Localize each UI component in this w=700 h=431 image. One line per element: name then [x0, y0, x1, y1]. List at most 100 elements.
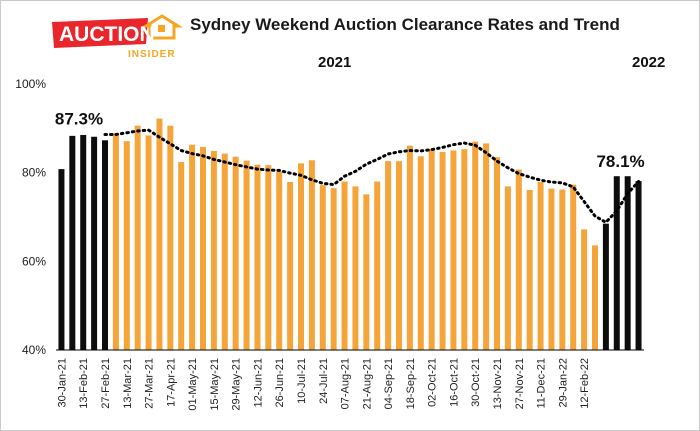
trend-line-group: [103, 128, 641, 225]
x-tick-label: 18-Sep-21: [405, 358, 417, 409]
x-tick-label: 13-Nov-21: [492, 358, 504, 409]
x-tick-label: 27-Mar-21: [144, 358, 156, 409]
bar: [330, 188, 337, 350]
logo-house-roof: [140, 14, 182, 40]
x-tick-label: 29-May-21: [231, 358, 243, 411]
bar: [548, 188, 555, 350]
x-tick-label: 12-Jun-21: [252, 358, 264, 408]
bar: [167, 125, 174, 350]
x-tick-label: 30-Jan-21: [56, 358, 68, 408]
y-tick-label: 80%: [22, 166, 46, 180]
x-tick-label: 07-Aug-21: [340, 358, 352, 409]
bar: [156, 118, 163, 350]
x-tick-label: 24-Jul-21: [318, 358, 330, 404]
bar: [570, 184, 577, 350]
chart-title: Sydney Weekend Auction Clearance Rates a…: [190, 15, 620, 34]
bar: [363, 194, 370, 350]
y-tick-label: 60%: [22, 254, 46, 268]
bar: [254, 164, 261, 350]
bar: [635, 181, 642, 350]
bar: [298, 163, 304, 350]
x-tick-label: 15-May-21: [209, 358, 221, 411]
bar: [287, 181, 294, 350]
year-label-2021: 2021: [318, 54, 352, 71]
bar: [613, 176, 620, 350]
bar: [134, 125, 141, 350]
bar: [319, 185, 326, 350]
bar: [461, 149, 468, 350]
bar: [178, 162, 185, 350]
y-tick-label: 40%: [22, 343, 46, 357]
bar: [189, 144, 196, 350]
bar: [624, 176, 631, 350]
x-tick-label: 27-Feb-21: [100, 358, 112, 409]
logo-sub: INSIDER: [128, 49, 176, 60]
bar: [396, 161, 402, 350]
x-tick-label: 13-Feb-21: [78, 358, 90, 409]
x-tick-label: 12-Feb-22: [579, 358, 591, 409]
x-tick-label: 01-May-21: [187, 358, 199, 411]
bar: [537, 181, 544, 350]
bar: [602, 223, 609, 350]
bar: [439, 151, 446, 350]
logo-house-window: [158, 25, 165, 32]
bars: [58, 118, 642, 350]
bar: [526, 189, 533, 350]
y-axis: 40% 60% 80% 100%: [15, 77, 46, 357]
bar: [102, 140, 108, 350]
bar: [428, 148, 435, 350]
bar: [69, 135, 76, 350]
bar: [472, 141, 479, 350]
bar: [265, 165, 272, 350]
x-tick-label: 17-Apr-21: [165, 358, 177, 407]
bar: [385, 161, 392, 350]
year-label-2022: 2022: [632, 54, 666, 71]
y-tick-label: 100%: [15, 77, 46, 91]
data-callout-label: 87.3%: [55, 109, 103, 128]
x-tick-label: 10-Jul-21: [296, 358, 308, 404]
x-tick-label: 13-Mar-21: [122, 358, 134, 409]
x-tick-label: 02-Oct-21: [427, 358, 439, 407]
annotations: 87.3% 78.1%: [55, 109, 645, 171]
auction-insider-logo: AUCTION INSIDER: [52, 14, 182, 60]
bar: [341, 181, 348, 350]
logo-red-banner: [52, 18, 148, 48]
bar: [504, 186, 511, 350]
x-tick-label: 26-Jun-21: [274, 358, 286, 408]
bar: [592, 245, 598, 350]
bar: [232, 156, 239, 350]
bar: [374, 181, 381, 350]
bar: [112, 133, 119, 350]
bar: [494, 157, 500, 350]
logo-word: AUCTION: [59, 23, 155, 46]
bar: [210, 150, 217, 350]
trend-line: [103, 128, 641, 225]
bar: [515, 169, 522, 350]
bar: [581, 229, 588, 350]
x-tick-label: 29-Jan-22: [557, 358, 569, 408]
bar: [243, 160, 250, 350]
x-tick-label: 30-Oct-21: [470, 358, 482, 407]
bar: [145, 135, 152, 350]
bar: [417, 156, 424, 350]
bar: [406, 145, 413, 350]
x-tick-label: 21-Aug-21: [361, 358, 373, 409]
x-axis: 30-Jan-21 13-Feb-21 27-Feb-21 13-Mar-21 27-M…: [56, 349, 644, 411]
x-tick-label: 27-Nov-21: [514, 358, 526, 409]
data-callout-label: 78.1%: [596, 152, 644, 171]
bar: [483, 143, 490, 350]
bar: [221, 153, 228, 350]
bar: [123, 141, 130, 350]
bar: [200, 146, 206, 350]
x-tick-label: 11-Dec-21: [536, 358, 548, 409]
bar: [58, 169, 65, 350]
bar: [91, 136, 98, 350]
bar: [308, 160, 315, 350]
bar: [450, 150, 457, 350]
bar: [352, 186, 359, 350]
x-tick-label: 04-Sep-21: [383, 358, 395, 409]
bar: [559, 189, 566, 350]
bar: [276, 171, 283, 350]
x-tick-label: 16-Oct-21: [448, 358, 460, 407]
